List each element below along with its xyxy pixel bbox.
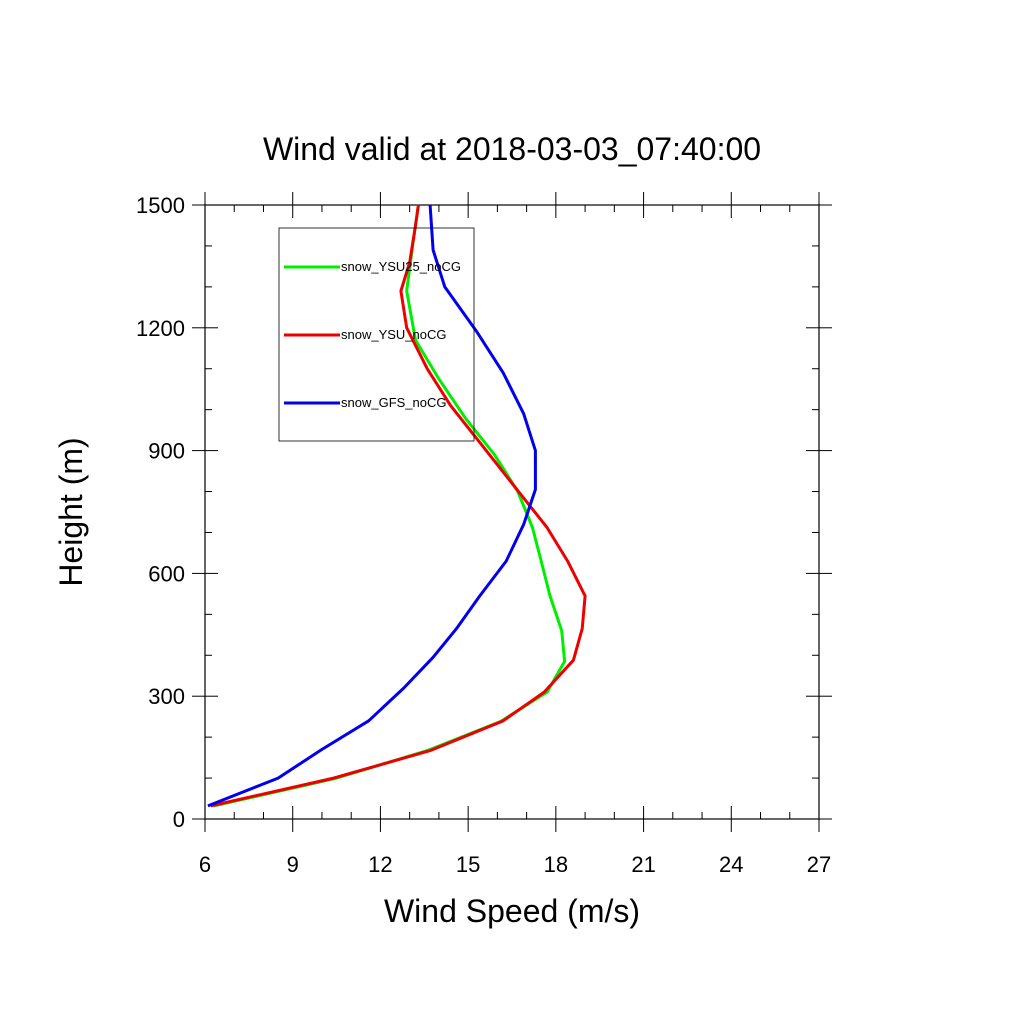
y-tick-label: 600 <box>148 561 185 586</box>
x-axis-label: Wind Speed (m/s) <box>384 893 640 929</box>
series-line-2 <box>210 204 587 808</box>
y-tick-label: 900 <box>148 439 185 464</box>
y-tick-label: 1500 <box>136 193 185 218</box>
series-lines <box>207 204 587 808</box>
legend-label-1: snow_YSU25_noCG <box>341 259 461 274</box>
y-tick-labels: 0 300 600 900 1200 1500 <box>136 193 185 832</box>
x-tick-label: 18 <box>544 852 568 877</box>
legend-label-3: snow_GFS_noCG <box>341 395 447 410</box>
axis-ticks <box>192 192 832 832</box>
x-tick-label: 21 <box>631 852 655 877</box>
x-tick-label: 9 <box>287 852 299 877</box>
legend-box <box>278 227 475 442</box>
y-tick-label: 0 <box>173 807 185 832</box>
series-line-3 <box>207 204 537 808</box>
x-tick-labels: 6 9 12 15 18 21 24 27 <box>199 852 831 877</box>
x-tick-label: 15 <box>456 852 480 877</box>
y-axis-label: Height (m) <box>53 437 89 586</box>
x-tick-label: 6 <box>199 852 211 877</box>
y-tick-label: 300 <box>148 684 185 709</box>
y-tick-label: 1200 <box>136 316 185 341</box>
plot-frame <box>204 204 820 820</box>
x-tick-label: 12 <box>368 852 392 877</box>
x-tick-label: 27 <box>807 852 831 877</box>
legend: snow_YSU25_noCG snow_YSU_noCG snow_GFS_noC… <box>278 227 475 442</box>
chart-title: Wind valid at 2018-03-03_07:40:00 <box>263 131 761 167</box>
x-tick-label: 24 <box>719 852 743 877</box>
legend-label-2: snow_YSU_noCG <box>341 327 447 342</box>
